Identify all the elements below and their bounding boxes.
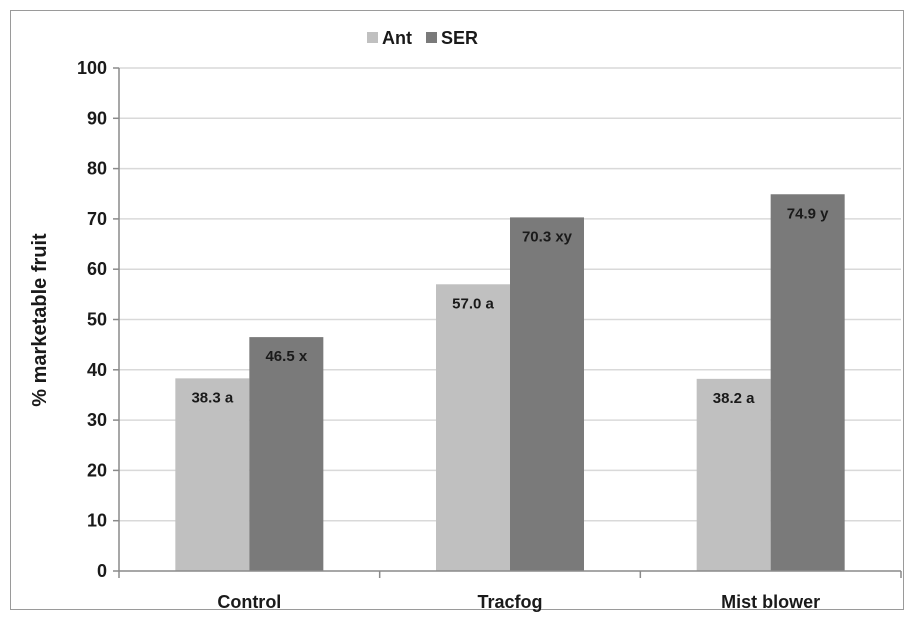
legend-label-ser: SER <box>441 28 478 48</box>
bar-ant-control <box>175 378 250 571</box>
y-tick-label: 90 <box>87 108 107 128</box>
bar-ant-tracfog <box>436 284 510 571</box>
legend-swatch-ser <box>426 32 437 43</box>
y-tick-label: 60 <box>87 259 107 279</box>
legend: Ant SER <box>367 28 478 48</box>
y-tick-label: 10 <box>87 511 107 531</box>
y-tick-label: 30 <box>87 410 107 430</box>
axes: 0 10 20 30 40 50 60 70 80 90 100 Control Tracfog Mist… <box>77 58 902 612</box>
data-label: 38.3 a <box>191 389 233 406</box>
bar-ant-mist-blower <box>696 378 771 571</box>
legend-label-ant: Ant <box>382 28 412 48</box>
y-tick-label: 50 <box>87 310 107 330</box>
y-tick-label: 100 <box>77 58 107 78</box>
data-labels: 38.3 a 46.5 x 57.0 a 70.3 xy 38.2 a 74.9 y <box>191 205 829 407</box>
data-label: 46.5 x <box>265 348 307 365</box>
data-label: 38.2 a <box>713 390 755 407</box>
bar-ser-mist-blower <box>770 194 845 572</box>
bar-ser-control <box>249 337 324 571</box>
data-label: 74.9 y <box>787 205 829 222</box>
y-tick-label: 70 <box>87 209 107 229</box>
bars <box>175 194 845 572</box>
data-label: 57.0 a <box>452 295 494 312</box>
y-tick-label: 80 <box>87 159 107 179</box>
bar-ser-tracfog <box>510 217 584 572</box>
y-tick-label: 40 <box>87 360 107 380</box>
legend-swatch-ant <box>367 32 378 43</box>
x-category-label: Mist blower <box>721 592 820 612</box>
y-tick-label: 0 <box>97 561 107 581</box>
x-category-label: Tracfog <box>477 592 542 612</box>
y-tick-label: 20 <box>87 460 107 480</box>
data-label: 70.3 xy <box>522 228 573 245</box>
x-category-label: Control <box>217 592 281 612</box>
y-axis-title: % marketable fruit <box>29 233 51 407</box>
